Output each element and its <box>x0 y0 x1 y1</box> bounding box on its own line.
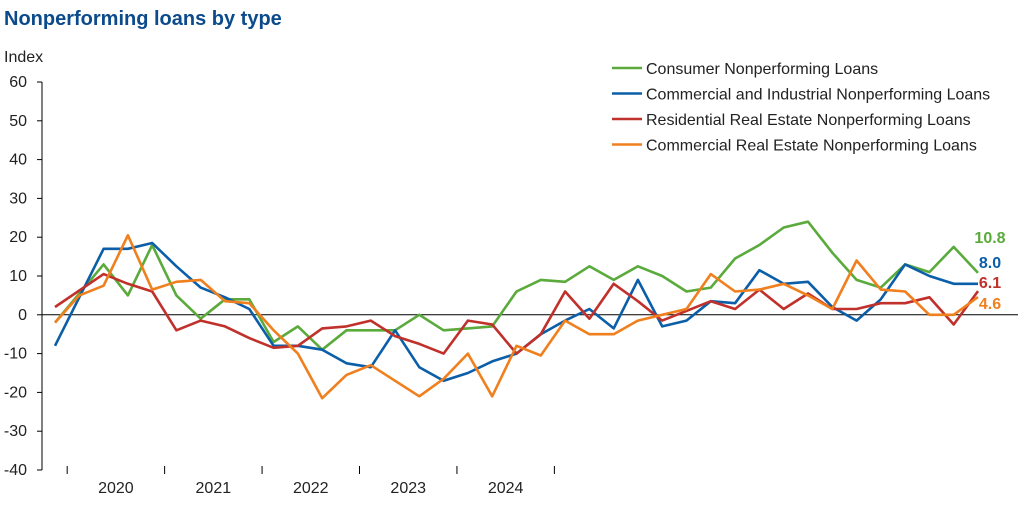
y-axis-label: Index <box>4 49 43 66</box>
y-tick-label: 60 <box>9 74 27 91</box>
y-tick-label: -30 <box>4 423 27 440</box>
y-tick-label: -10 <box>4 346 27 363</box>
series-line <box>54 220 979 351</box>
series-end-label: 4.6 <box>979 296 1001 313</box>
x-tick-label: 2021 <box>196 480 232 497</box>
x-tick-label: 2023 <box>390 480 426 497</box>
x-tick-label: 2024 <box>488 480 524 497</box>
series-end-label: 6.1 <box>979 275 1001 292</box>
y-tick-label: -40 <box>4 462 27 479</box>
legend-label: Commercial Real Estate Nonperforming Loa… <box>646 138 977 155</box>
y-tick-label: 20 <box>9 229 27 246</box>
chart-title: Nonperforming loans by type <box>4 8 282 30</box>
y-tick-label: 10 <box>9 268 27 285</box>
y-tick-label: 0 <box>18 307 27 324</box>
x-tick-label: 2020 <box>98 480 134 497</box>
legend: Consumer Nonperforming Loans Commercial a… <box>612 61 990 155</box>
y-tick-label: 40 <box>9 152 27 169</box>
y-tick-label: -20 <box>4 384 27 401</box>
series-line <box>54 234 979 400</box>
legend-label: Consumer Nonperforming Loans <box>646 61 878 78</box>
series-end-label: 10.8 <box>974 230 1005 247</box>
y-tick-label: 50 <box>9 113 27 130</box>
y-tick-label: 30 <box>9 190 27 207</box>
end-labels: 10.8 8.0 6.1 4.6 <box>974 230 1005 313</box>
x-tick-label: 2022 <box>293 480 329 497</box>
y-axis: 60 50 40 30 20 10 0 -10 -20 -30 -40 <box>4 74 43 479</box>
series-lines <box>53 220 980 400</box>
series-line <box>54 272 980 355</box>
series-end-label: 8.0 <box>979 255 1001 272</box>
legend-label: Residential Real Estate Nonperforming Lo… <box>646 112 971 129</box>
legend-label: Commercial and Industrial Nonperforming … <box>646 87 990 104</box>
